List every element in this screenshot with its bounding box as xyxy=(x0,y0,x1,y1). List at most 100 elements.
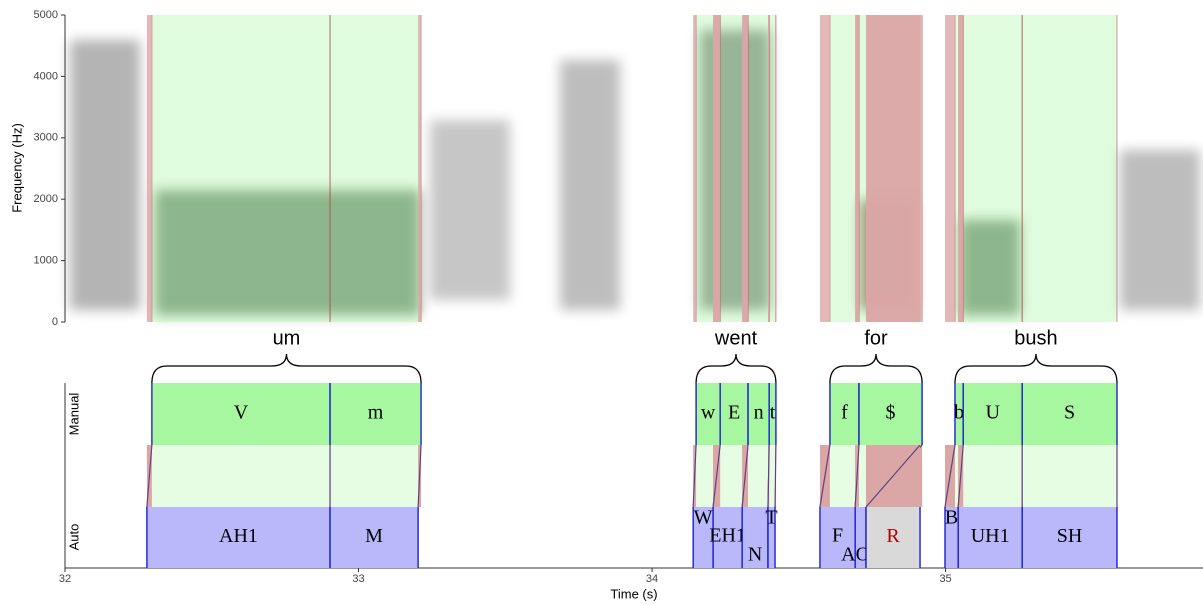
match-band xyxy=(829,445,859,507)
phone-box xyxy=(767,507,776,568)
spectrogram-overlays xyxy=(146,15,1118,322)
phone-label: $ xyxy=(886,402,896,424)
spectrogram-mismatch xyxy=(742,15,749,322)
spectrogram-mismatch xyxy=(418,15,422,322)
spectrogram-mismatch xyxy=(713,15,721,322)
phone-label: AH1 xyxy=(219,525,258,547)
y-tick-label: 1000 xyxy=(34,255,58,267)
alignment-link xyxy=(692,444,697,508)
spectrogram-phone xyxy=(769,15,776,322)
spectrogram-texture xyxy=(70,30,1200,315)
x-tick-label: 33 xyxy=(352,573,364,585)
phone-box xyxy=(958,507,1023,568)
spectrogram-mismatch xyxy=(775,15,776,322)
spectrogram-phone xyxy=(330,15,422,322)
x-axis-label: Time (s) xyxy=(610,586,657,601)
spectrogram-phone xyxy=(829,15,859,322)
alignment-link xyxy=(865,444,921,508)
y-tick-label: 4000 xyxy=(34,70,58,82)
match-band xyxy=(963,445,1023,507)
spectrogram-phone xyxy=(748,15,770,322)
y-axis-label: Frequency (Hz) xyxy=(9,123,24,213)
word-brace xyxy=(695,353,777,384)
phone-box xyxy=(829,383,859,445)
alignment-link xyxy=(146,444,153,508)
alignment-link xyxy=(741,444,749,508)
alignment-link xyxy=(417,444,422,508)
word-label: for xyxy=(864,327,888,349)
phone-box xyxy=(866,507,921,568)
match-band xyxy=(151,445,331,507)
phone-label: m xyxy=(368,402,384,424)
alignment-link xyxy=(819,444,831,508)
phone-label: n xyxy=(754,402,764,424)
phone-box xyxy=(855,507,867,568)
word-brace xyxy=(151,353,422,384)
match-band xyxy=(769,445,776,507)
x-tick-label: 32 xyxy=(59,573,71,585)
phone-label: U xyxy=(985,402,1000,424)
tier-label: Auto xyxy=(66,524,81,551)
phone-label: w xyxy=(701,402,716,424)
word-label: went xyxy=(714,327,758,349)
phone-label: S xyxy=(1064,402,1075,424)
phone-label: M xyxy=(365,525,383,547)
phone-label: R xyxy=(886,525,900,547)
phone-box xyxy=(330,507,419,568)
x-tick-label: 35 xyxy=(939,573,951,585)
phone-box xyxy=(720,383,749,445)
phone-box xyxy=(151,383,331,445)
phone-label: f xyxy=(841,402,848,424)
phone-label: SH xyxy=(1057,525,1083,547)
phone-box xyxy=(858,383,923,445)
spectrogram-mismatch xyxy=(819,15,830,322)
tier-label: Manual xyxy=(66,393,81,436)
spectrogram-mismatch xyxy=(855,15,859,322)
alignment-link xyxy=(957,444,964,508)
spectrogram-phone xyxy=(963,15,1023,322)
alignment-link xyxy=(767,444,770,508)
word-brace xyxy=(829,353,923,384)
phone-box xyxy=(944,507,959,568)
x-tick-label: 34 xyxy=(646,573,658,585)
phone-label: V xyxy=(234,402,249,424)
spectrogram-mismatch xyxy=(944,15,955,322)
y-tick-label: 2000 xyxy=(34,193,58,205)
phone-box xyxy=(954,383,964,445)
phone-label: W xyxy=(694,507,713,529)
phone-label: E xyxy=(728,402,740,424)
y-tick-label: 5000 xyxy=(34,9,58,21)
phone-label: B xyxy=(945,507,958,529)
phone-box xyxy=(742,507,768,568)
phone-box xyxy=(1022,383,1117,445)
phone-label: b xyxy=(954,402,964,424)
alignment-link xyxy=(944,444,956,508)
phone-label: EH1 xyxy=(709,525,746,547)
phone-label: T xyxy=(765,507,777,529)
word-label: um xyxy=(273,327,301,349)
spectrogram-mismatch xyxy=(693,15,697,322)
phone-label: N xyxy=(748,544,762,566)
match-band xyxy=(748,445,770,507)
phone-box xyxy=(713,507,743,568)
alignment-link xyxy=(712,444,721,508)
phone-box xyxy=(330,383,422,445)
spectrogram-mismatch xyxy=(767,15,770,322)
alignment-link xyxy=(774,444,777,508)
phone-box xyxy=(693,507,714,568)
spectrogram-phone xyxy=(151,15,331,322)
spectrogram-mismatch xyxy=(146,15,152,322)
phone-box xyxy=(146,507,331,568)
phone-label: UH1 xyxy=(971,525,1010,547)
match-band xyxy=(1022,445,1117,507)
phone-box xyxy=(748,383,770,445)
phone-box xyxy=(696,383,721,445)
match-band xyxy=(330,445,422,507)
spectrogram-insertion xyxy=(866,15,921,322)
spectrogram-phone xyxy=(1022,15,1117,322)
spectrogram-mismatch xyxy=(958,15,964,322)
y-tick-label: 3000 xyxy=(34,132,58,144)
phone-box xyxy=(769,383,776,445)
phone-label: t xyxy=(770,402,776,424)
